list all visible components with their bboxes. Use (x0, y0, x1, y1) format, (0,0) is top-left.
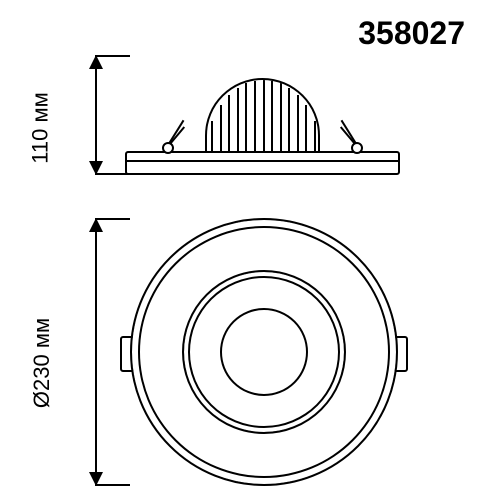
plan-view (130, 218, 398, 486)
extension-line (95, 218, 130, 220)
dimension-line-height (95, 55, 97, 175)
diameter-dimension-label: Ø230 мм (29, 318, 55, 408)
spring-clip-left (140, 111, 195, 151)
mounting-flange (125, 151, 400, 175)
product-code: 358027 (358, 15, 465, 52)
dimension-line-diameter (95, 218, 97, 486)
extension-line (95, 484, 130, 486)
arrow-up-icon (89, 55, 103, 69)
height-dimension-label: 110 мм (28, 92, 54, 163)
spring-clip-right (330, 111, 385, 151)
side-elevation-view (125, 55, 400, 175)
arrow-up-icon (89, 218, 103, 232)
aperture-ring (220, 308, 308, 396)
heatsink-dome (205, 78, 320, 153)
